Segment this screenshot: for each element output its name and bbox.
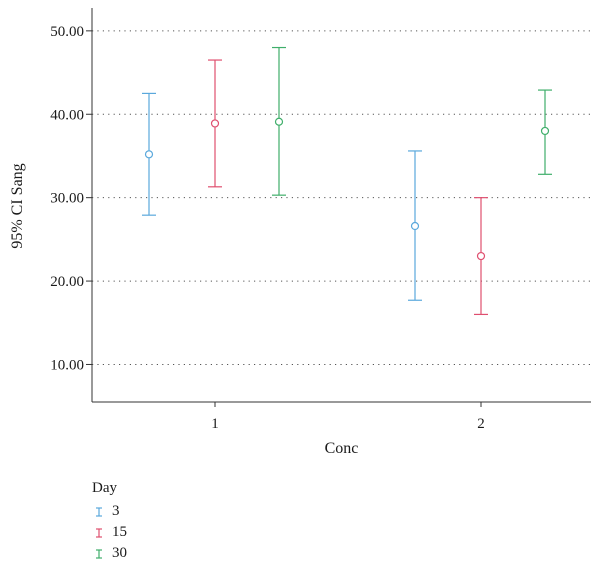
errorbar-30-conc-1 xyxy=(272,46,286,196)
legend-item: 30 xyxy=(92,543,127,564)
legend-label: 30 xyxy=(112,545,127,561)
axes: 10.00 20.00 30.00 40.00 50.00 1 2 xyxy=(50,8,591,432)
y-tick-label: 10.00 xyxy=(50,357,84,373)
gridlines xyxy=(92,30,591,365)
legend-items: 3 15 30 xyxy=(92,501,127,564)
legend-item: 15 xyxy=(92,522,127,543)
mean-marker xyxy=(476,251,486,261)
x-tick-label: 2 xyxy=(477,416,485,432)
legend-errorbar-swatch xyxy=(96,506,102,517)
x-tick-label: 1 xyxy=(211,416,219,432)
errorbar-15-conc-1 xyxy=(208,59,222,188)
mean-marker xyxy=(144,150,154,159)
legend-errorbar-swatch xyxy=(96,548,102,559)
y-tick-label: 30.00 xyxy=(50,191,84,207)
error-bars xyxy=(142,46,552,316)
errorbar-3-conc-1 xyxy=(142,92,156,216)
legend-title: Day xyxy=(92,480,117,496)
legend-label: 15 xyxy=(112,524,127,540)
legend-label: 3 xyxy=(112,503,120,519)
mean-marker xyxy=(410,221,420,231)
errorbar-15-conc-2 xyxy=(474,197,488,316)
mean-marker xyxy=(210,119,220,128)
legend: Day 3 15 30 xyxy=(92,478,127,564)
y-tick-label: 50.00 xyxy=(50,24,84,40)
legend-errorbar-swatch xyxy=(96,527,102,538)
errorbar-3-conc-2 xyxy=(408,150,422,301)
y-tick-label: 40.00 xyxy=(50,107,84,123)
x-axis-title: Conc xyxy=(325,440,359,457)
y-tick-label: 20.00 xyxy=(50,274,84,290)
legend-item: 3 xyxy=(92,501,127,522)
mean-marker xyxy=(274,117,284,126)
y-axis-title: 95% CI Sang xyxy=(9,163,26,248)
errorbar-30-conc-2 xyxy=(538,89,552,175)
mean-marker xyxy=(540,126,550,136)
